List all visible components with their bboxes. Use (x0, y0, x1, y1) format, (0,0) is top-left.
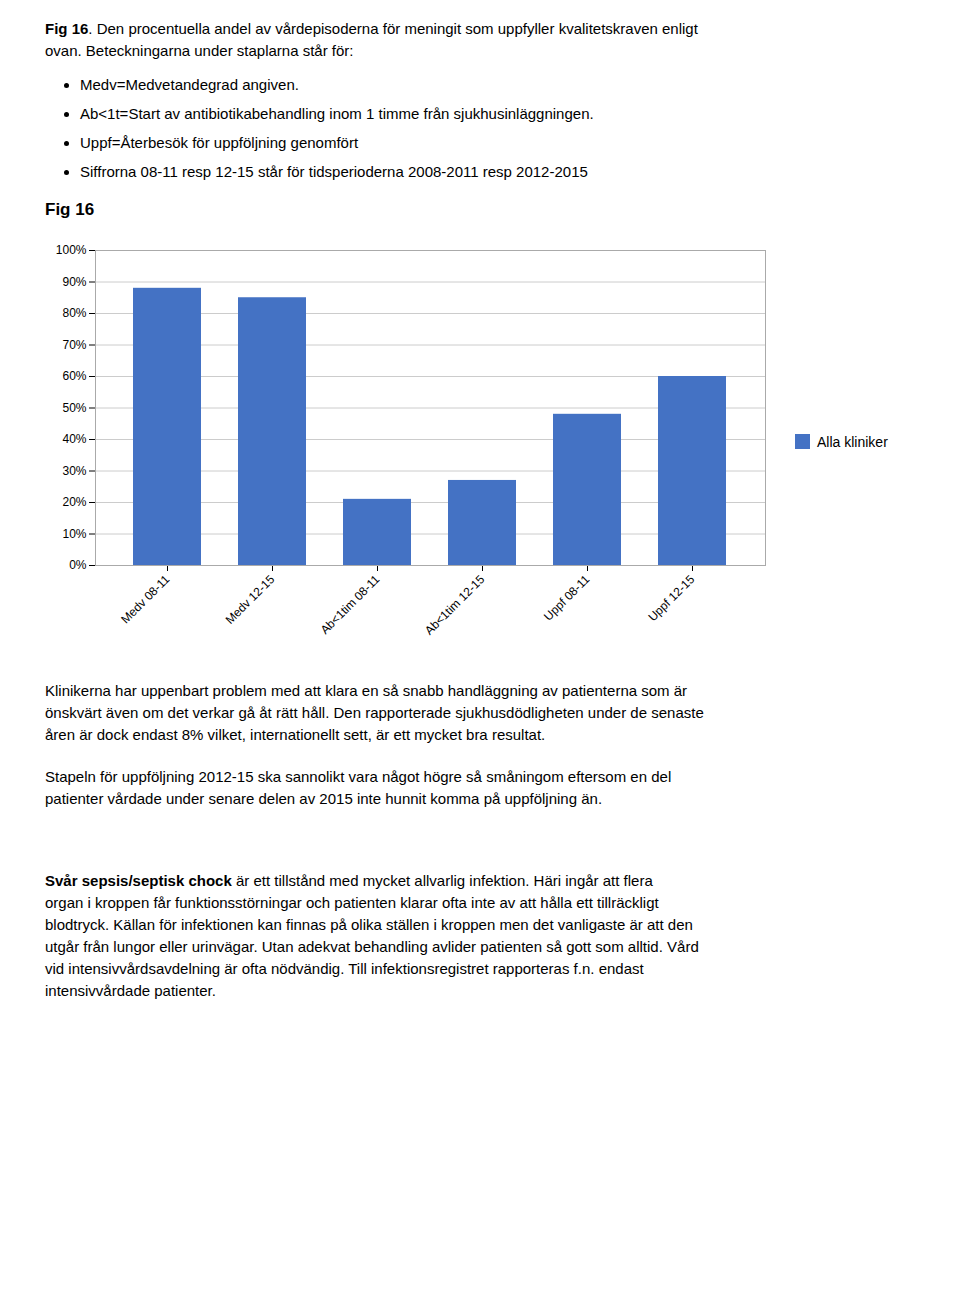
svg-text:70%: 70% (62, 338, 86, 352)
html-text:åren är dock endast 8% vilket,: åren är dock endast 8% vilket, internati… (45, 726, 546, 743)
html-text:patienter vårdade under senare: patienter vårdade under senare delen av … (45, 790, 603, 807)
svg-text:60%: 60% (62, 369, 86, 383)
svg-text:Uppf 12-15: Uppf 12-15 (645, 572, 697, 624)
svg-text:30%: 30% (62, 464, 86, 478)
html-text:Medv=Medvetandegrad angiven.: Medv=Medvetandegrad angiven. (80, 76, 299, 93)
html-text:Svår sepsis/septisk chock är e: Svår sepsis/septisk chock är ett tillstå… (45, 872, 653, 889)
svg-text:50%: 50% (62, 401, 86, 415)
html-text:önskvärt även om det verkar gå: önskvärt även om det verkar gå åt rätt h… (45, 704, 704, 721)
html-text:Fig 16: Fig 16 (45, 200, 95, 219)
html-text:intensivvårdade patienter.: intensivvårdade patienter. (45, 982, 216, 999)
html-text:Ab<1t=Start av antibiotikabeha: Ab<1t=Start av antibiotikabehandling ino… (80, 105, 594, 122)
html-text:utgår från lungor eller urinvä: utgår från lungor eller urinvägar. Utan … (45, 938, 699, 955)
svg-text:Ab<1tim 08-11: Ab<1tim 08-11 (318, 572, 383, 637)
svg-text:Medv 12-15: Medv 12-15 (223, 572, 278, 627)
html-text:organ i kroppen får funktionss: organ i kroppen får funktionsstörningar … (45, 894, 659, 911)
svg-text:90%: 90% (62, 275, 86, 289)
svg-text:Uppf 08-11: Uppf 08-11 (541, 572, 592, 623)
html-text:vid intensivvårdsavdelning är: vid intensivvårdsavdelning är ofta nödvä… (45, 960, 644, 977)
html-text:Stapeln för uppföljning 2012-1: Stapeln för uppföljning 2012-15 ska sann… (45, 768, 672, 785)
svg-text:40%: 40% (62, 432, 86, 446)
svg-text:0%: 0% (69, 558, 87, 572)
html-text:Fig 16. Den procentuella andel: Fig 16. Den procentuella andel av vårdep… (45, 20, 698, 37)
html-text:Uppf=Återbesök för uppföljning: Uppf=Återbesök för uppföljning genomfört (80, 134, 359, 151)
svg-text:100%: 100% (56, 243, 87, 257)
svg-text:Ab<1tim 12-15: Ab<1tim 12-15 (422, 572, 488, 638)
html-text:Alla kliniker: Alla kliniker (817, 433, 888, 450)
svg-text:Medv 08-11: Medv 08-11 (118, 572, 172, 626)
html-text:blodtryck. Källan för infektio: blodtryck. Källan för infektionen kan fi… (45, 916, 693, 933)
svg-text:20%: 20% (62, 495, 86, 509)
html-text:Siffrorna 08-11 resp 12-15 stå: Siffrorna 08-11 resp 12-15 står för tids… (80, 163, 588, 180)
svg-text:80%: 80% (62, 306, 86, 320)
html-text:Klinikerna har uppenbart probl: Klinikerna har uppenbart problem med att… (45, 682, 688, 699)
html-text:ovan. Beteckningarna under sta: ovan. Beteckningarna under staplarna stå… (45, 42, 354, 59)
svg-text:10%: 10% (62, 527, 86, 541)
